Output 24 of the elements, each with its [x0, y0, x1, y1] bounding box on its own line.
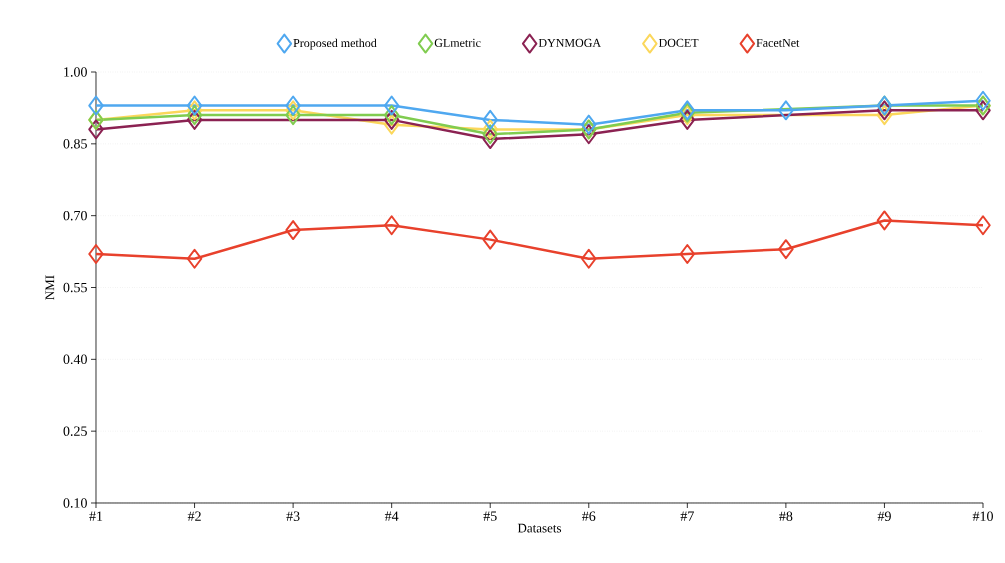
x-axis-title: Datasets	[517, 523, 562, 533]
y-tick-label: 0.40	[63, 354, 87, 365]
y-tick-label: 0.55	[63, 282, 87, 293]
legend-label: DOCET	[658, 38, 699, 47]
x-tick-label: #5	[483, 511, 497, 521]
x-tick-label: #10	[972, 511, 993, 521]
x-tick-label: #3	[286, 511, 300, 521]
x-tick-label: #7	[680, 511, 694, 521]
y-axis-title: NMI	[45, 275, 55, 300]
x-tick-label: #2	[187, 511, 201, 521]
legend-label: Proposed method	[293, 38, 377, 50]
y-tick-label: 0.70	[63, 210, 87, 221]
legend-label: FacetNet	[756, 38, 800, 47]
x-tick-label: #9	[877, 511, 891, 521]
legend-label: DYNMOGA	[538, 38, 601, 47]
y-tick-label: 0.25	[63, 426, 87, 436]
x-tick-label: #1	[89, 511, 103, 521]
y-tick-label: 0.10	[63, 498, 87, 508]
y-tick-label: 1.00	[64, 67, 87, 77]
y-tick-label: 0.85	[63, 139, 87, 149]
legend-label: GLmetric	[434, 38, 481, 47]
x-tick-label: #6	[582, 511, 596, 521]
x-tick-label: #8	[779, 511, 793, 521]
x-tick-label: #4	[384, 511, 399, 521]
